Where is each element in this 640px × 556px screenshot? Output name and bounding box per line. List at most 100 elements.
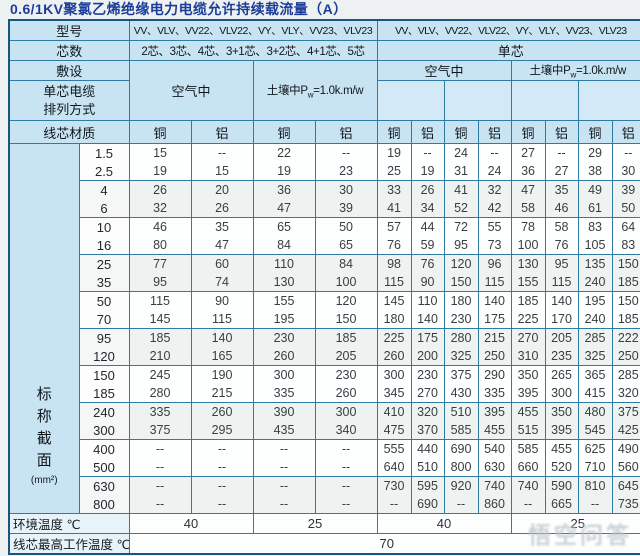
value-cell: -- — [314, 143, 378, 162]
value-cell: 140 — [410, 310, 445, 329]
ampacity-table: 型号 VV、VLV、VV22、VLV22、VY、VLY、VV23、VLV23 V… — [8, 19, 640, 555]
value-cell: 230 — [314, 365, 378, 384]
ambient-temp-row: 环境温度 ℃ 40 25 40 25 — [8, 513, 640, 534]
value-cell: 80 — [128, 236, 192, 255]
value-cell: 480 — [577, 402, 613, 421]
value-cell: 515 — [510, 421, 546, 440]
value-cell: 245 — [128, 365, 192, 384]
value-cell: 690 — [410, 495, 445, 514]
cores-row: 芯数 2芯、3芯、4芯、3+1芯、3+2芯、4+1芯、5芯 单芯 — [8, 40, 640, 61]
value-cell: 180 — [443, 291, 479, 310]
ambient-temp-value: 40 — [128, 513, 254, 534]
value-cell: 41 — [376, 199, 412, 218]
soil-subscript: w — [307, 90, 314, 100]
value-cell: 440 — [410, 439, 445, 458]
value-cell: 130 — [510, 254, 546, 273]
value-cell: 19 — [128, 162, 192, 181]
value-cell: -- — [544, 143, 579, 162]
value-cell: 31 — [443, 162, 479, 181]
value-cell: 23 — [314, 162, 378, 181]
max-temp-row: 线芯最高工作温度 ℃ 70 — [8, 533, 640, 555]
size-cell: 70 — [78, 310, 130, 329]
value-cell: 510 — [443, 402, 479, 421]
laying-row: 敷设 空气中 土壤中Pw=1.0k.m/w 空气中 土壤中Pw=1.0k.m/w — [8, 60, 640, 121]
table-row: 70 145 115 195 150 180 140 230 175 225 170 240 185 — [9, 310, 640, 329]
cores-single: 单芯 — [376, 40, 640, 61]
value-cell: 645 — [611, 476, 640, 495]
value-cell: -- — [252, 439, 316, 458]
value-cell: 215 — [477, 328, 512, 347]
table-row: 2.5 19 15 19 23 25 19 31 24 36 27 38 30 — [9, 162, 640, 181]
value-cell: -- — [577, 495, 613, 514]
size-cell: 120 — [78, 347, 130, 366]
size-cell: 500 — [78, 458, 130, 477]
laying-label: 敷设 — [8, 60, 130, 81]
soil-suffix: =1.0k.m/w — [576, 64, 627, 77]
value-cell: 150 — [314, 310, 378, 329]
value-cell: 100 — [510, 236, 546, 255]
value-cell: 90 — [190, 291, 254, 310]
value-cell: 115 — [544, 273, 579, 292]
arrangement-cell — [510, 80, 579, 121]
material-aluminum: 铝 — [544, 120, 579, 144]
size-cell: 400 — [78, 439, 130, 458]
value-cell: 15 — [190, 162, 254, 181]
value-cell: -- — [611, 143, 640, 162]
value-cell: 38 — [577, 162, 613, 181]
value-cell: -- — [252, 476, 316, 495]
value-cell: 540 — [477, 439, 512, 458]
ambient-temp-value: 25 — [252, 513, 378, 534]
value-cell: 415 — [577, 384, 613, 403]
value-cell: 710 — [577, 458, 613, 477]
value-cell: -- — [410, 143, 445, 162]
value-cell: 740 — [510, 476, 546, 495]
value-cell: 665 — [544, 495, 579, 514]
nominal-section-unit: (mm²) — [30, 475, 58, 486]
value-cell: 425 — [611, 421, 640, 440]
value-cell: 115 — [477, 273, 512, 292]
value-cell: 110 — [252, 254, 316, 273]
value-cell: 175 — [410, 328, 445, 347]
value-cell: 365 — [577, 365, 613, 384]
value-cell: -- — [314, 458, 378, 477]
value-cell: 19 — [410, 162, 445, 181]
value-cell: 50 — [611, 199, 640, 218]
value-cell: 65 — [252, 217, 316, 236]
table-row: 150 245 190 300 230 300 230 375 290 350 265 365 285 — [9, 365, 640, 384]
value-cell: 130 — [252, 273, 316, 292]
value-cell: 120 — [443, 254, 479, 273]
value-cell: 560 — [611, 458, 640, 477]
value-cell: 240 — [577, 273, 613, 292]
value-cell: 300 — [252, 365, 316, 384]
value-cell: 29 — [577, 143, 613, 162]
value-cell: 210 — [128, 347, 192, 366]
value-cell: 230 — [410, 365, 445, 384]
value-cell: -- — [128, 495, 192, 514]
value-cell: 260 — [252, 347, 316, 366]
value-cell: 545 — [577, 421, 613, 440]
value-cell: 32 — [128, 199, 192, 218]
value-cell: 435 — [252, 421, 316, 440]
value-cell: 410 — [376, 402, 412, 421]
value-cell: 270 — [510, 328, 546, 347]
value-cell: 44 — [410, 217, 445, 236]
value-cell: 140 — [544, 291, 579, 310]
value-cell: 225 — [510, 310, 546, 329]
value-cell: 145 — [128, 310, 192, 329]
ambient-temp-value: 40 — [376, 513, 512, 534]
value-cell: 225 — [376, 328, 412, 347]
single-air-header: 空气中 — [376, 60, 512, 81]
value-cell: 140 — [190, 328, 254, 347]
model-label: 型号 — [8, 19, 130, 41]
value-cell: 170 — [544, 310, 579, 329]
cores-multi: 2芯、3芯、4芯、3+1芯、3+2芯、4+1芯、5芯 — [128, 40, 378, 61]
arrangement-row: 单芯电缆 排列方式 — [8, 80, 640, 121]
value-cell: -- — [190, 476, 254, 495]
arrangement-label-line1: 单芯电缆 — [43, 83, 96, 99]
value-cell: 185 — [611, 310, 640, 329]
value-cell: 59 — [410, 236, 445, 255]
value-cell: 76 — [410, 254, 445, 273]
value-cell: 135 — [577, 254, 613, 273]
arrangement-cell — [443, 80, 512, 121]
size-cell: 25 — [78, 254, 130, 273]
